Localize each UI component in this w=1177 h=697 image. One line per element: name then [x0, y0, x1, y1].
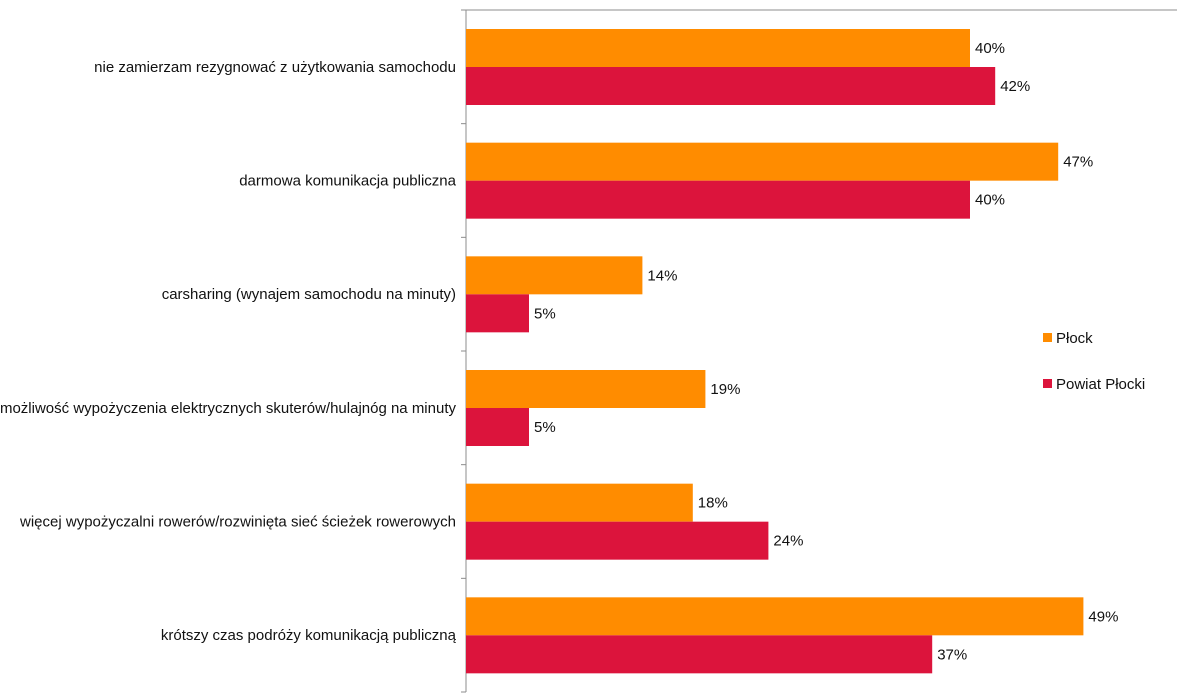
category-label: carsharing (wynajem samochodu na minuty)	[162, 286, 456, 303]
data-label: 42%	[1000, 78, 1030, 95]
data-label: 19%	[710, 381, 740, 398]
bar-plock	[466, 370, 706, 408]
data-label: 40%	[975, 192, 1005, 209]
bar-plock	[466, 29, 970, 67]
bar-plock	[466, 597, 1084, 636]
category-labels: nie zamierzam rezygnować z użytkowania s…	[0, 59, 457, 644]
legend-swatch	[1043, 379, 1052, 388]
bar-plock	[466, 483, 693, 522]
chart-legend: Płock Powiat Płocki	[1043, 330, 1145, 393]
bar-plock	[466, 142, 1059, 181]
data-label: 14%	[647, 267, 677, 284]
data-label: 5%	[534, 305, 556, 322]
bar-plock	[466, 256, 643, 295]
data-label: 5%	[534, 419, 556, 436]
data-label: 18%	[698, 495, 728, 512]
data-label: 37%	[937, 646, 967, 663]
data-label: 24%	[773, 533, 803, 550]
chart-bars	[466, 29, 1084, 674]
category-label: darmowa komunikacja publiczna	[239, 173, 456, 190]
bar-powiat-plocki	[466, 294, 529, 333]
bar-powiat-plocki	[466, 521, 769, 560]
value-labels: 40% 42% 47% 40% 14% 5% 19% 5% 18% 24% 49% 37%	[534, 40, 1118, 663]
category-label: więcej wypożyczalni rowerów/rozwinięta s…	[19, 514, 456, 531]
chart-axes	[461, 9, 1177, 693]
data-label: 47%	[1063, 154, 1093, 171]
legend-label: Powiat Płocki	[1056, 376, 1145, 393]
bar-powiat-plocki	[466, 635, 933, 674]
legend-label: Płock	[1056, 330, 1093, 347]
bar-powiat-plocki	[466, 180, 970, 219]
data-label: 40%	[975, 40, 1005, 57]
bar-powiat-plocki	[466, 408, 529, 446]
legend-swatch	[1043, 333, 1052, 342]
category-label: nie zamierzam rezygnować z użytkowania s…	[94, 59, 456, 76]
data-label: 49%	[1088, 608, 1118, 625]
bar-powiat-plocki	[466, 67, 996, 105]
category-label: możliwość wypożyczenia elektrycznych sku…	[0, 400, 456, 417]
category-label: krótszy czas podróży komunikacją publicz…	[161, 627, 457, 644]
